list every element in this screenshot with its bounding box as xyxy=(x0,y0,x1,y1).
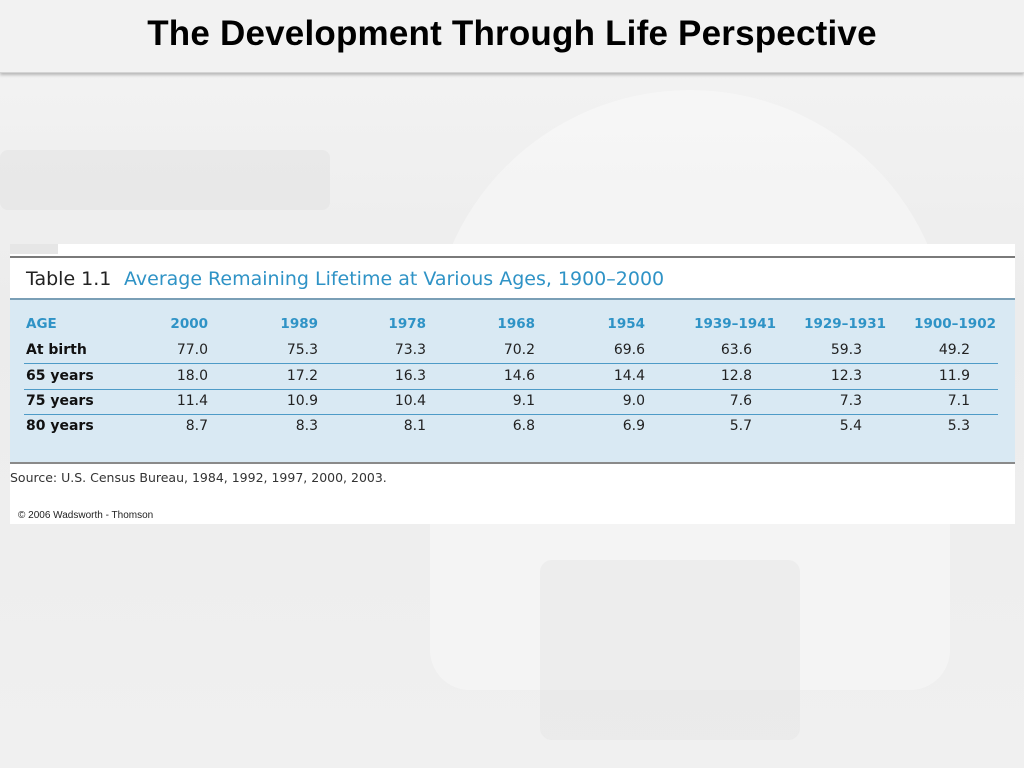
table-cell: 5.4 xyxy=(839,418,862,434)
column-header: 1954 xyxy=(607,316,645,332)
column-header: 2000 xyxy=(170,316,208,332)
column-header: 1900–1902 xyxy=(914,316,996,332)
row-label: 80 years xyxy=(26,418,94,434)
column-header: 1989 xyxy=(280,316,318,332)
table-cell: 12.8 xyxy=(720,368,752,384)
column-header: 1968 xyxy=(497,316,535,332)
table-cell: 14.4 xyxy=(613,368,645,384)
slide-title: The Development Through Life Perspective xyxy=(147,14,877,53)
source-note: Source: U.S. Census Bureau, 1984, 1992, … xyxy=(10,470,387,485)
table-cell: 5.3 xyxy=(947,418,970,434)
table-cell: 77.0 xyxy=(176,342,208,358)
table-cell: 7.6 xyxy=(729,393,752,409)
table-cell: 9.0 xyxy=(622,393,645,409)
title-bar: The Development Through Life Perspective xyxy=(0,0,1024,73)
table-number: Table 1.1 xyxy=(26,268,112,290)
table-cell: 8.3 xyxy=(295,418,318,434)
table-cell: 10.9 xyxy=(286,393,318,409)
table-heading: Table 1.1 Average Remaining Lifetime at … xyxy=(10,256,1015,300)
row-label: 65 years xyxy=(26,368,94,384)
table-cell: 9.1 xyxy=(512,393,535,409)
table-cell: 14.6 xyxy=(503,368,535,384)
table-cell: 69.6 xyxy=(613,342,645,358)
table-cell: 17.2 xyxy=(286,368,318,384)
table-cell: 11.4 xyxy=(176,393,208,409)
table-cell: 11.9 xyxy=(938,368,970,384)
table-cell: 10.4 xyxy=(394,393,426,409)
column-header: 1929–1931 xyxy=(804,316,886,332)
column-header-age: AGE xyxy=(26,316,57,332)
table-cell: 7.1 xyxy=(947,393,970,409)
copyright-note: © 2006 Wadsworth - Thomson xyxy=(18,510,154,521)
table-cell: 5.7 xyxy=(729,418,752,434)
table-figure: Table 1.1 Average Remaining Lifetime at … xyxy=(10,244,1015,524)
row-divider xyxy=(24,389,998,390)
row-divider xyxy=(24,363,998,364)
table-cell: 16.3 xyxy=(394,368,426,384)
figure-corner xyxy=(10,244,58,254)
background-shape xyxy=(540,560,800,740)
background-shape xyxy=(0,150,330,210)
row-divider xyxy=(24,414,998,415)
table-cell: 73.3 xyxy=(394,342,426,358)
table-caption: Average Remaining Lifetime at Various Ag… xyxy=(124,268,665,290)
table-cell: 8.7 xyxy=(185,418,208,434)
row-label: At birth xyxy=(26,342,87,358)
table-cell: 6.8 xyxy=(512,418,535,434)
row-label: 75 years xyxy=(26,393,94,409)
table-cell: 70.2 xyxy=(503,342,535,358)
table-cell: 63.6 xyxy=(720,342,752,358)
table-cell: 18.0 xyxy=(176,368,208,384)
table-cell: 49.2 xyxy=(938,342,970,358)
column-header: 1939–1941 xyxy=(694,316,776,332)
table-cell: 59.3 xyxy=(830,342,862,358)
column-header: 1978 xyxy=(388,316,426,332)
data-table: AGE 2000 1989 1978 1968 1954 1939–1941 1… xyxy=(10,298,1015,464)
table-cell: 8.1 xyxy=(403,418,426,434)
table-cell: 7.3 xyxy=(839,393,862,409)
table-cell: 6.9 xyxy=(622,418,645,434)
table-cell: 75.3 xyxy=(286,342,318,358)
table-cell: 12.3 xyxy=(830,368,862,384)
